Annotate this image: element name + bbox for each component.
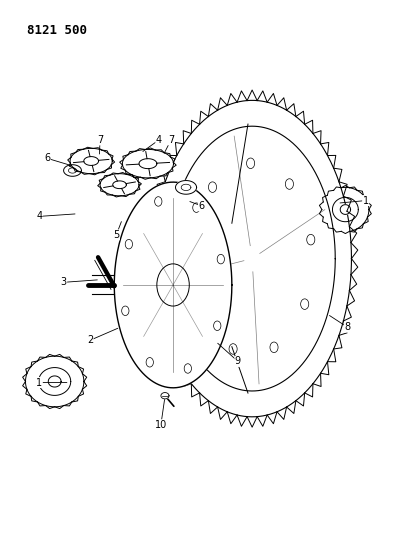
Text: 3: 3 bbox=[60, 277, 67, 287]
Polygon shape bbox=[114, 182, 232, 388]
Text: 8: 8 bbox=[344, 322, 351, 332]
Circle shape bbox=[270, 342, 278, 353]
Circle shape bbox=[247, 158, 255, 168]
Text: 7: 7 bbox=[97, 135, 103, 145]
Text: 1: 1 bbox=[363, 196, 369, 206]
Polygon shape bbox=[48, 376, 61, 387]
Circle shape bbox=[193, 203, 200, 212]
Polygon shape bbox=[322, 188, 369, 232]
Text: 7: 7 bbox=[168, 135, 174, 145]
Circle shape bbox=[285, 179, 293, 189]
Circle shape bbox=[146, 358, 153, 367]
Text: 5: 5 bbox=[113, 230, 120, 240]
Circle shape bbox=[217, 254, 224, 264]
Circle shape bbox=[214, 321, 221, 330]
Circle shape bbox=[125, 239, 132, 249]
Text: 2: 2 bbox=[87, 335, 93, 345]
Circle shape bbox=[300, 299, 309, 310]
Polygon shape bbox=[64, 165, 81, 176]
Circle shape bbox=[307, 235, 315, 245]
Text: 1: 1 bbox=[36, 377, 42, 387]
Polygon shape bbox=[161, 393, 169, 399]
Circle shape bbox=[184, 364, 192, 373]
Circle shape bbox=[229, 344, 237, 354]
Polygon shape bbox=[332, 197, 358, 222]
Polygon shape bbox=[175, 181, 196, 194]
Circle shape bbox=[197, 303, 205, 313]
Text: 4: 4 bbox=[36, 212, 42, 221]
Polygon shape bbox=[25, 356, 84, 407]
Polygon shape bbox=[340, 205, 351, 214]
Circle shape bbox=[208, 182, 217, 192]
Polygon shape bbox=[153, 100, 351, 417]
Text: 9: 9 bbox=[235, 357, 241, 367]
Polygon shape bbox=[39, 368, 71, 395]
Text: 6: 6 bbox=[199, 201, 205, 211]
Text: 4: 4 bbox=[156, 135, 162, 145]
Text: 10: 10 bbox=[155, 419, 167, 430]
Text: 8121 500: 8121 500 bbox=[27, 24, 87, 37]
Polygon shape bbox=[84, 157, 99, 165]
Circle shape bbox=[122, 306, 129, 316]
Text: 6: 6 bbox=[44, 154, 51, 164]
Polygon shape bbox=[122, 149, 173, 178]
Circle shape bbox=[155, 197, 162, 206]
Polygon shape bbox=[100, 174, 139, 196]
Polygon shape bbox=[139, 159, 157, 168]
Polygon shape bbox=[70, 148, 112, 174]
Polygon shape bbox=[113, 181, 126, 189]
Circle shape bbox=[189, 239, 197, 249]
